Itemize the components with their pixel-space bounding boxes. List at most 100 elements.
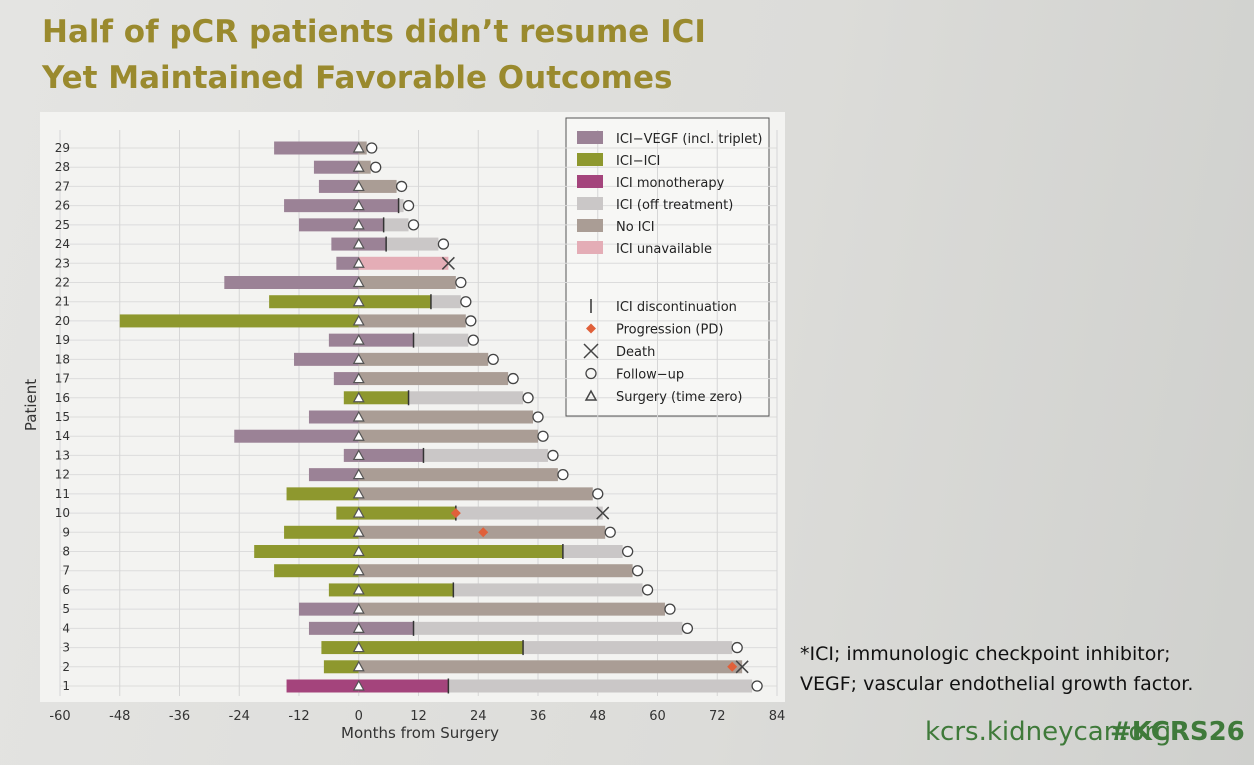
- surgery-marker: [352, 333, 365, 345]
- follow-up-marker: [621, 545, 634, 558]
- pre-surgery-bar: [321, 641, 359, 655]
- follow-up-marker: [537, 430, 549, 442]
- on-treatment-bar: [358, 621, 414, 635]
- legend-label: Surgery (time zero): [616, 390, 743, 405]
- post-surgery-bar: [358, 660, 743, 674]
- pre-surgery-bar: [313, 160, 359, 174]
- hashtag: #KCRS26: [1110, 717, 1245, 747]
- y-tick-label: 22: [55, 276, 70, 290]
- y-tick-label: 8: [62, 545, 70, 559]
- post-surgery-bar: [413, 333, 469, 347]
- on-treatment-bar: [358, 199, 399, 213]
- surgery-marker: [352, 141, 365, 153]
- post-surgery-bar: [383, 218, 409, 232]
- follow-up-marker: [532, 411, 544, 423]
- legend-swatch: [577, 153, 603, 166]
- pre-surgery-bar: [286, 487, 359, 501]
- follow-up-marker: [407, 219, 420, 231]
- follow-up-marker: [455, 276, 467, 289]
- legend-label: Follow−up: [616, 368, 684, 383]
- post-surgery-bar: [408, 391, 524, 405]
- pre-surgery-bar: [284, 525, 359, 539]
- x-tick-label: 12: [410, 709, 427, 724]
- on-treatment-bar: [358, 391, 409, 405]
- y-tick-label: 3: [62, 641, 70, 655]
- y-tick-label: 24: [55, 237, 70, 251]
- post-surgery-bar: [358, 256, 449, 270]
- surgery-marker: [352, 353, 365, 364]
- legend-swatch: [577, 131, 603, 144]
- y-tick-label: 26: [55, 199, 70, 213]
- surgery-marker: [352, 429, 365, 441]
- pre-surgery-bar: [299, 218, 359, 232]
- post-surgery-bar: [413, 621, 683, 635]
- y-tick-label: 23: [55, 256, 70, 270]
- surgery-marker: [352, 295, 365, 307]
- pre-surgery-bar: [234, 429, 359, 443]
- legend-label: Progression (PD): [616, 323, 723, 338]
- pre-surgery-bar: [308, 621, 359, 635]
- post-surgery-bar: [358, 468, 558, 482]
- x-tick-label: 0: [355, 709, 363, 724]
- x-tick-label: 60: [649, 709, 666, 724]
- on-treatment-bar: [358, 583, 454, 597]
- y-tick-label: 7: [62, 564, 70, 578]
- y-tick-label: 10: [55, 506, 70, 520]
- surgery-marker: [352, 199, 365, 211]
- y-tick-label: 17: [55, 372, 70, 386]
- post-surgery-bar: [430, 295, 461, 309]
- pre-surgery-bar: [333, 372, 359, 386]
- legend-symbol: [584, 389, 598, 401]
- post-surgery-bar: [358, 276, 456, 289]
- footnote: *ICI; immunologic checkpoint inhibitor;: [800, 643, 1171, 665]
- follow-up-marker: [604, 526, 616, 538]
- pre-surgery-bar: [286, 679, 359, 693]
- post-surgery-bar: [358, 372, 509, 386]
- on-treatment-bar: [358, 545, 563, 558]
- y-tick-label: 15: [55, 410, 70, 424]
- y-tick-label: 20: [55, 314, 70, 328]
- pre-surgery-bar: [274, 141, 359, 155]
- surgery-marker: [352, 257, 365, 268]
- progression-marker: [727, 661, 738, 672]
- surgery-marker: [352, 526, 365, 537]
- on-treatment-bar: [358, 333, 414, 347]
- progression-marker: [478, 527, 489, 538]
- follow-up-marker: [641, 584, 654, 596]
- pre-surgery-bar: [323, 660, 359, 674]
- pre-surgery-bar: [336, 256, 359, 270]
- follow-up-marker: [465, 315, 477, 327]
- follow-up-marker: [507, 372, 519, 385]
- on-treatment-bar: [358, 295, 431, 309]
- post-surgery-bar: [523, 641, 733, 655]
- y-tick-label: 18: [55, 352, 70, 366]
- surgery-marker: [352, 545, 365, 557]
- post-surgery-bar: [358, 141, 367, 155]
- pre-surgery-bar: [254, 545, 359, 558]
- pre-surgery-bar: [308, 468, 359, 482]
- follow-up-marker: [751, 680, 763, 692]
- pre-surgery-bar: [224, 276, 359, 289]
- post-surgery-bar: [358, 429, 538, 443]
- legend-swatch: [577, 241, 603, 254]
- y-tick-label: 9: [62, 525, 70, 539]
- follow-up-marker: [681, 622, 694, 635]
- post-surgery-bar: [386, 237, 439, 251]
- follow-up-marker: [370, 161, 382, 173]
- surgery-marker: [352, 314, 365, 326]
- follow-up-marker: [631, 565, 644, 577]
- post-surgery-bar: [358, 602, 665, 616]
- x-tick-label: -60: [49, 709, 70, 724]
- pre-surgery-bar: [308, 410, 359, 424]
- legend-label: ICI (off treatment): [616, 198, 733, 213]
- legend-swatch: [577, 219, 603, 232]
- surgery-marker: [352, 180, 365, 192]
- surgery-marker: [352, 564, 365, 576]
- follow-up-marker: [467, 334, 479, 346]
- follow-up-marker: [592, 488, 604, 500]
- follow-up-marker: [460, 296, 472, 308]
- legend-symbol: [583, 343, 599, 359]
- surgery-marker: [352, 449, 365, 461]
- post-surgery-bar: [358, 564, 633, 578]
- y-tick-label: 5: [62, 602, 70, 616]
